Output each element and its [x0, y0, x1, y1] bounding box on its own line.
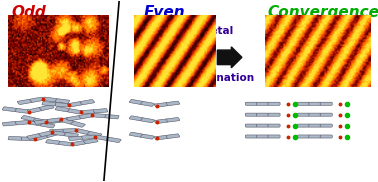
- Text: Coordination: Coordination: [178, 73, 254, 83]
- FancyBboxPatch shape: [166, 101, 180, 106]
- FancyBboxPatch shape: [40, 123, 55, 128]
- FancyBboxPatch shape: [129, 132, 143, 137]
- FancyBboxPatch shape: [309, 113, 321, 116]
- FancyBboxPatch shape: [55, 103, 69, 107]
- FancyBboxPatch shape: [245, 113, 257, 116]
- FancyBboxPatch shape: [59, 118, 74, 124]
- FancyBboxPatch shape: [257, 102, 269, 105]
- FancyBboxPatch shape: [68, 136, 83, 141]
- FancyBboxPatch shape: [268, 102, 280, 105]
- FancyBboxPatch shape: [81, 110, 95, 114]
- FancyBboxPatch shape: [309, 124, 321, 127]
- FancyBboxPatch shape: [166, 118, 180, 122]
- FancyBboxPatch shape: [33, 135, 48, 141]
- FancyBboxPatch shape: [297, 102, 310, 105]
- FancyBboxPatch shape: [297, 113, 310, 116]
- FancyBboxPatch shape: [39, 131, 53, 137]
- FancyBboxPatch shape: [46, 140, 60, 144]
- FancyBboxPatch shape: [309, 102, 321, 105]
- FancyBboxPatch shape: [92, 113, 106, 118]
- FancyBboxPatch shape: [268, 124, 280, 127]
- FancyBboxPatch shape: [67, 109, 82, 114]
- FancyBboxPatch shape: [64, 132, 79, 137]
- FancyBboxPatch shape: [75, 129, 90, 134]
- FancyBboxPatch shape: [268, 135, 280, 138]
- FancyBboxPatch shape: [8, 136, 22, 140]
- FancyBboxPatch shape: [50, 129, 64, 133]
- FancyBboxPatch shape: [141, 118, 154, 123]
- FancyBboxPatch shape: [59, 141, 73, 146]
- FancyBboxPatch shape: [17, 99, 32, 104]
- FancyBboxPatch shape: [55, 107, 70, 112]
- FancyBboxPatch shape: [257, 124, 269, 127]
- FancyBboxPatch shape: [154, 119, 168, 124]
- FancyBboxPatch shape: [320, 102, 332, 105]
- FancyBboxPatch shape: [309, 135, 321, 138]
- FancyBboxPatch shape: [245, 124, 257, 127]
- FancyBboxPatch shape: [320, 124, 332, 127]
- FancyBboxPatch shape: [27, 108, 42, 113]
- FancyBboxPatch shape: [297, 135, 310, 138]
- FancyBboxPatch shape: [28, 121, 43, 126]
- FancyBboxPatch shape: [71, 121, 85, 127]
- FancyBboxPatch shape: [15, 108, 29, 113]
- FancyBboxPatch shape: [245, 135, 257, 138]
- FancyBboxPatch shape: [320, 113, 332, 116]
- FancyBboxPatch shape: [2, 107, 17, 112]
- FancyBboxPatch shape: [107, 137, 121, 143]
- FancyBboxPatch shape: [129, 99, 143, 104]
- FancyBboxPatch shape: [82, 135, 96, 139]
- FancyBboxPatch shape: [2, 122, 17, 126]
- FancyBboxPatch shape: [42, 97, 57, 102]
- FancyBboxPatch shape: [129, 116, 143, 121]
- FancyBboxPatch shape: [154, 103, 168, 107]
- FancyBboxPatch shape: [141, 134, 154, 139]
- FancyBboxPatch shape: [51, 131, 66, 136]
- FancyBboxPatch shape: [93, 109, 108, 113]
- FancyBboxPatch shape: [87, 131, 102, 137]
- Text: Odd: Odd: [11, 5, 46, 20]
- Text: Metal: Metal: [200, 26, 233, 36]
- FancyBboxPatch shape: [84, 139, 98, 144]
- FancyBboxPatch shape: [166, 134, 180, 139]
- FancyBboxPatch shape: [45, 131, 59, 137]
- FancyBboxPatch shape: [39, 105, 54, 110]
- FancyBboxPatch shape: [34, 120, 49, 124]
- FancyBboxPatch shape: [320, 135, 332, 138]
- FancyBboxPatch shape: [268, 113, 280, 116]
- FancyBboxPatch shape: [79, 114, 93, 119]
- FancyBboxPatch shape: [15, 120, 29, 125]
- FancyBboxPatch shape: [47, 118, 62, 123]
- FancyBboxPatch shape: [105, 114, 119, 119]
- FancyBboxPatch shape: [154, 135, 168, 140]
- FancyBboxPatch shape: [94, 135, 109, 140]
- FancyBboxPatch shape: [245, 102, 257, 105]
- FancyBboxPatch shape: [67, 116, 81, 121]
- FancyBboxPatch shape: [45, 119, 60, 124]
- FancyArrow shape: [217, 47, 242, 68]
- FancyBboxPatch shape: [80, 100, 94, 105]
- FancyBboxPatch shape: [21, 137, 35, 141]
- FancyBboxPatch shape: [297, 124, 310, 127]
- FancyBboxPatch shape: [55, 99, 70, 104]
- FancyBboxPatch shape: [71, 141, 86, 146]
- FancyBboxPatch shape: [29, 97, 44, 102]
- Text: Even: Even: [144, 5, 185, 20]
- FancyBboxPatch shape: [63, 128, 77, 132]
- Text: Convergence: Convergence: [267, 5, 378, 20]
- FancyBboxPatch shape: [257, 135, 269, 138]
- FancyBboxPatch shape: [42, 102, 56, 106]
- FancyBboxPatch shape: [257, 113, 269, 116]
- FancyBboxPatch shape: [141, 101, 154, 106]
- FancyBboxPatch shape: [68, 102, 82, 107]
- FancyBboxPatch shape: [27, 134, 41, 139]
- FancyBboxPatch shape: [21, 116, 36, 121]
- FancyBboxPatch shape: [58, 117, 73, 122]
- FancyBboxPatch shape: [33, 118, 48, 124]
